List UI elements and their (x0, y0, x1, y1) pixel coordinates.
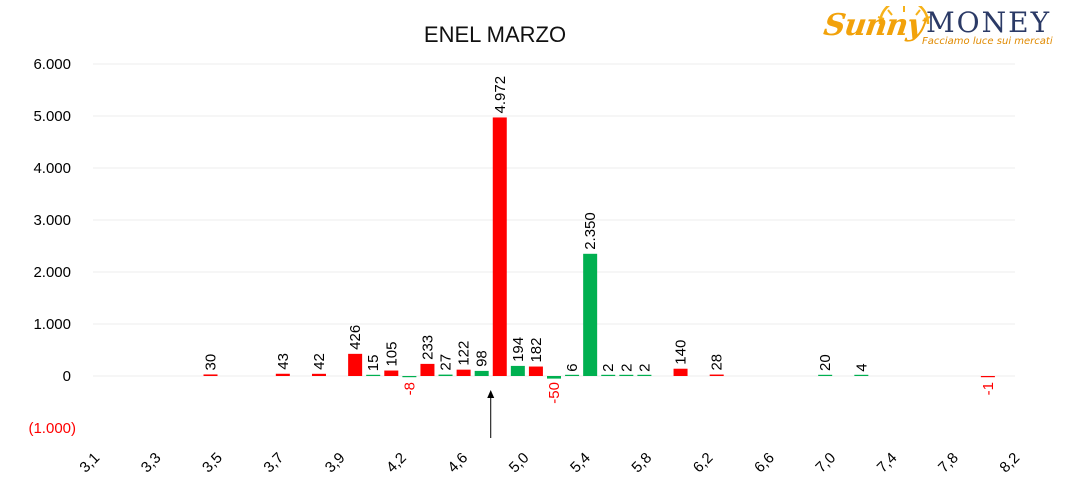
y-tick-label: 4.000 (33, 160, 71, 177)
bar (601, 374, 616, 376)
bar (510, 365, 525, 376)
bar (637, 374, 652, 376)
x-tick-label: 3,3 (138, 449, 165, 476)
x-tick-label: 5,4 (567, 449, 594, 476)
bar-data-label: 2.350 (582, 212, 599, 250)
bar (366, 374, 381, 376)
bar (438, 374, 453, 376)
x-tick-label: 3,7 (260, 449, 287, 476)
bar-data-label: 6 (564, 363, 581, 371)
arrow-up-icon (487, 390, 495, 398)
x-tick-label: 3,5 (199, 449, 226, 476)
bar (547, 376, 561, 379)
y-axis-tick-labels: (1.000) 0 1.000 2.000 3.000 4.000 5.000 6.000 (28, 56, 76, 437)
x-tick-label: 7,8 (935, 449, 962, 476)
logo-brand-money: MONEY (926, 6, 1052, 39)
x-tick-label: 5,8 (628, 449, 655, 476)
bar (384, 370, 399, 376)
bar (673, 368, 688, 376)
bar (420, 363, 435, 376)
x-tick-label: 7,0 (812, 449, 839, 476)
bar (709, 374, 724, 376)
bar-data-label: 28 (709, 354, 726, 371)
y-tick-label: 1.000 (33, 316, 71, 333)
bar-data-label: -1 (980, 382, 997, 395)
y-tick-label: 2.000 (33, 264, 71, 281)
bar-data-label: 426 (347, 325, 364, 350)
x-tick-label: 6,6 (751, 449, 778, 476)
bar-data-label: -8 (401, 382, 418, 395)
bar (818, 374, 833, 376)
bar-data-label: 27 (438, 354, 455, 371)
x-tick-label: 4,6 (444, 449, 471, 476)
bar (275, 373, 290, 376)
bar-data-label: 105 (383, 342, 400, 367)
bar (854, 374, 869, 376)
bar-data-label: 4 (853, 363, 870, 371)
bar (980, 376, 995, 378)
bar (456, 369, 471, 376)
bar-data-label: 15 (365, 355, 382, 372)
bar-data-label: 98 (474, 350, 491, 367)
bar-data-label: 30 (203, 354, 220, 371)
x-tick-label: 4,2 (383, 449, 410, 476)
bar-data-label: 182 (528, 338, 545, 363)
annotations (487, 390, 495, 438)
sunny-money-logo: Sunny MONEY Facciamo luce sui mercati (822, 6, 1062, 50)
y-tick-label: 6.000 (33, 56, 71, 73)
bar-data-label: 194 (510, 337, 527, 362)
bar (474, 370, 489, 376)
bar (619, 374, 634, 376)
chart-title: ENEL MARZO (423, 22, 567, 47)
x-tick-label: 8,2 (996, 449, 1023, 476)
x-tick-label: 3,9 (322, 449, 349, 476)
bar (583, 253, 598, 376)
x-tick-label: 3,1 (76, 449, 103, 476)
bar-data-label: 20 (817, 354, 834, 371)
bar-data-label: 2 (600, 364, 617, 372)
bar-data-label: 2 (618, 364, 635, 372)
bar (203, 374, 218, 376)
bar (402, 376, 417, 378)
bar (565, 374, 580, 376)
y-tick-label: 5.000 (33, 108, 71, 125)
bar-data-label: 43 (275, 353, 292, 370)
bar-data-label: -50 (546, 382, 563, 404)
x-tick-label: 7,4 (874, 449, 901, 476)
bar (311, 373, 326, 376)
bar-data-label: 42 (311, 353, 328, 370)
logo-tagline: Facciamo luce sui mercati (922, 36, 1053, 47)
x-axis-tick-labels: 3,1 3,3 3,5 3,7 3,9 4,2 4,6 5,0 5,4 5,8 6,2 6,6 7,0 7… (76, 449, 1023, 476)
bar-data-label: 122 (456, 341, 473, 366)
bar-data-label: 233 (419, 335, 436, 360)
bar (528, 366, 543, 376)
y-tick-label: (1.000) (28, 420, 76, 437)
y-tick-label: 3.000 (33, 212, 71, 229)
bar-data-label: 140 (673, 340, 690, 365)
bar (492, 117, 507, 377)
sun-icon (877, 6, 931, 24)
y-tick-label: 0 (63, 368, 71, 385)
bar-data-label: 2 (636, 364, 653, 372)
bar (348, 353, 363, 376)
gridlines (93, 63, 1015, 377)
x-tick-label: 5,0 (506, 449, 533, 476)
x-tick-label: 6,2 (690, 449, 717, 476)
bars (203, 117, 995, 379)
bar-data-label: 4.972 (492, 76, 509, 114)
